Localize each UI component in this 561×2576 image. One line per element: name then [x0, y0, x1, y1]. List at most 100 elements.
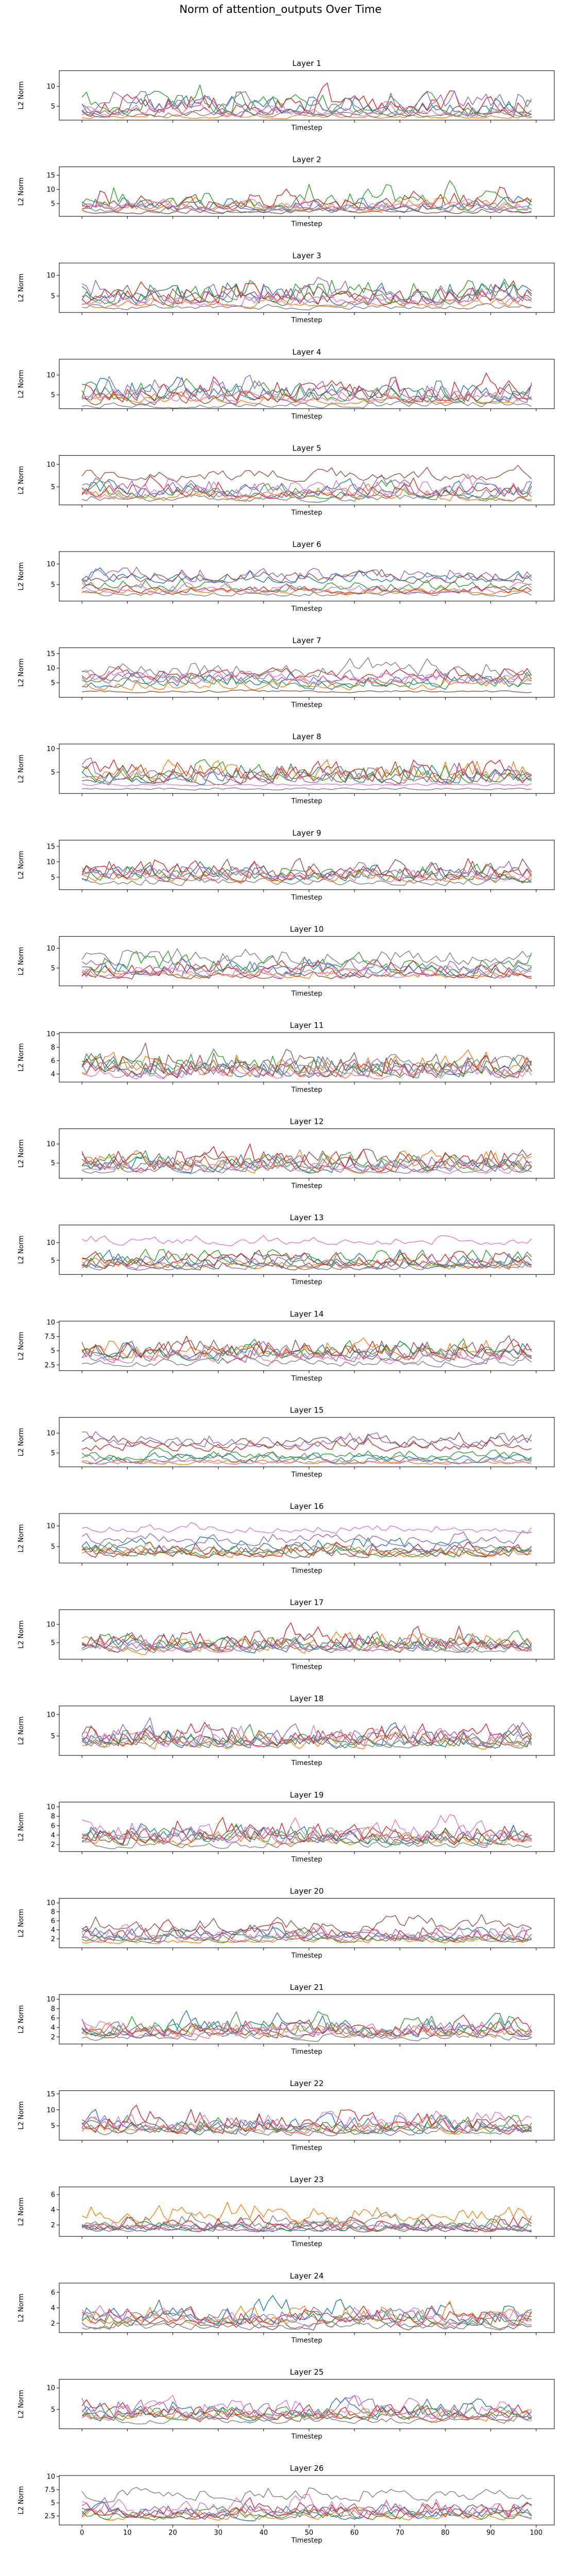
- subplot-title: Layer 11: [290, 1021, 324, 1030]
- x-axis-label: Timestep: [291, 1183, 322, 1190]
- x-tick-label: 60: [350, 2529, 359, 2537]
- y-tick-label: 5: [51, 2122, 55, 2130]
- x-axis-label: Timestep: [291, 1567, 322, 1575]
- y-axis-label: L2 Norm: [18, 1813, 25, 1841]
- series-line: [81, 2487, 532, 2503]
- y-axis-label: L2 Norm: [18, 2390, 25, 2418]
- subplot-title: Layer 17: [290, 1598, 324, 1607]
- series-line: [81, 858, 532, 883]
- series-line: [82, 292, 532, 307]
- y-axis-label: L2 Norm: [18, 1717, 25, 1745]
- series-line: [81, 955, 532, 975]
- series-line: [81, 2404, 532, 2421]
- series-line: [81, 967, 532, 979]
- series-line: [81, 1054, 532, 1073]
- x-tick-label: 20: [168, 2529, 177, 2537]
- y-tick-label: 2.5: [44, 1361, 55, 1369]
- y-axis-label: L2 Norm: [18, 562, 25, 590]
- y-tick-label: 5: [51, 1733, 55, 1740]
- y-tick-label: 5: [51, 484, 55, 491]
- plot-frame: [59, 1417, 555, 1467]
- plot-frame: [59, 167, 555, 217]
- y-axis-label: L2 Norm: [18, 2005, 25, 2033]
- series-line: [81, 376, 532, 403]
- plot-frame: [59, 2090, 555, 2141]
- series-line: [81, 198, 532, 211]
- layer-chart: Layer 3 L2 Norm Timestep 5 10: [18, 251, 555, 324]
- series-line: [81, 1065, 532, 1080]
- series-line: [81, 2506, 532, 2521]
- series-line: [81, 373, 532, 403]
- x-tick-label: 80: [441, 2529, 450, 2537]
- series-line: [81, 1054, 532, 1078]
- series-line: [81, 2502, 532, 2521]
- x-tick-label: 10: [123, 2529, 132, 2537]
- series-line: [81, 1936, 532, 1944]
- y-tick-label: 5: [51, 200, 55, 208]
- series-line: [81, 1736, 532, 1749]
- subplot-title: Layer 12: [290, 1117, 324, 1126]
- x-axis-label: Timestep: [291, 2537, 322, 2545]
- series-line: [81, 101, 532, 118]
- series-line: [81, 670, 532, 684]
- series-line: [81, 581, 532, 594]
- y-axis-label: L2 Norm: [18, 466, 25, 494]
- series-line: [81, 208, 532, 214]
- series-line: [81, 2125, 532, 2137]
- y-tick-label: 2: [51, 1841, 55, 1849]
- series-line: [81, 2115, 532, 2134]
- y-tick-label: 2: [51, 2320, 55, 2328]
- x-axis-label: Timestep: [291, 1471, 322, 1478]
- series-line: [81, 1541, 532, 1558]
- layer-chart: Layer 22 L2 Norm Timestep 5 10 15: [18, 2079, 555, 2152]
- y-axis-label: L2 Norm: [18, 1620, 25, 1649]
- series-line: [81, 1253, 532, 1270]
- series-line: [81, 2305, 532, 2326]
- series-line: [81, 670, 532, 685]
- x-axis-label: Timestep: [291, 413, 322, 421]
- series-line: [81, 590, 532, 597]
- series-line: [81, 1338, 532, 1361]
- x-tick-label: 40: [259, 2529, 268, 2537]
- series-line: [82, 2395, 532, 2421]
- series-line: [81, 475, 532, 500]
- x-axis-label: Timestep: [291, 2240, 322, 2248]
- x-axis-label: Timestep: [291, 702, 322, 709]
- series-line: [81, 1622, 532, 1652]
- series-line: [81, 205, 532, 213]
- plot-frame: [59, 1609, 555, 1660]
- series-line: [81, 1354, 532, 1368]
- y-axis-label: L2 Norm: [18, 2198, 25, 2226]
- series-line: [81, 1522, 532, 1534]
- y-tick-label: 10: [46, 1621, 55, 1629]
- series-line: [81, 2031, 532, 2042]
- x-tick-label: 30: [214, 2529, 223, 2537]
- subplot-title: Layer 25: [290, 2367, 324, 2376]
- y-tick-label: 6: [51, 2015, 55, 2022]
- series-line: [81, 1452, 532, 1465]
- layer-chart: Layer 8 L2 Norm Timestep 5 10: [18, 732, 555, 805]
- series-line: [81, 965, 532, 979]
- subplot-title: Layer 14: [290, 1309, 324, 1319]
- layer-chart: Layer 23 L2 Norm Timestep 2 4 6: [18, 2175, 555, 2248]
- series-line: [81, 2116, 532, 2135]
- y-tick-label: 5: [51, 391, 55, 399]
- series-line: [82, 303, 532, 311]
- series-line: [81, 1154, 532, 1173]
- series-line: [81, 2497, 532, 2520]
- series-line: [81, 2494, 532, 2517]
- series-line: [81, 2023, 532, 2039]
- x-axis-label: Timestep: [291, 1856, 322, 1864]
- series-line: [82, 1042, 532, 1078]
- y-tick-label: 10: [46, 2473, 55, 2481]
- series-line: [81, 1160, 532, 1174]
- subplot-title: Layer 22: [290, 2079, 324, 2088]
- series-line: [81, 1335, 532, 1361]
- series-line: [81, 95, 532, 118]
- series-line: [81, 1149, 532, 1170]
- plot-frame: [59, 1994, 555, 2045]
- x-tick-label: 90: [486, 2529, 495, 2537]
- y-axis-label: L2 Norm: [18, 1332, 25, 1360]
- series-line: [81, 783, 532, 787]
- series-line: [81, 1547, 532, 1559]
